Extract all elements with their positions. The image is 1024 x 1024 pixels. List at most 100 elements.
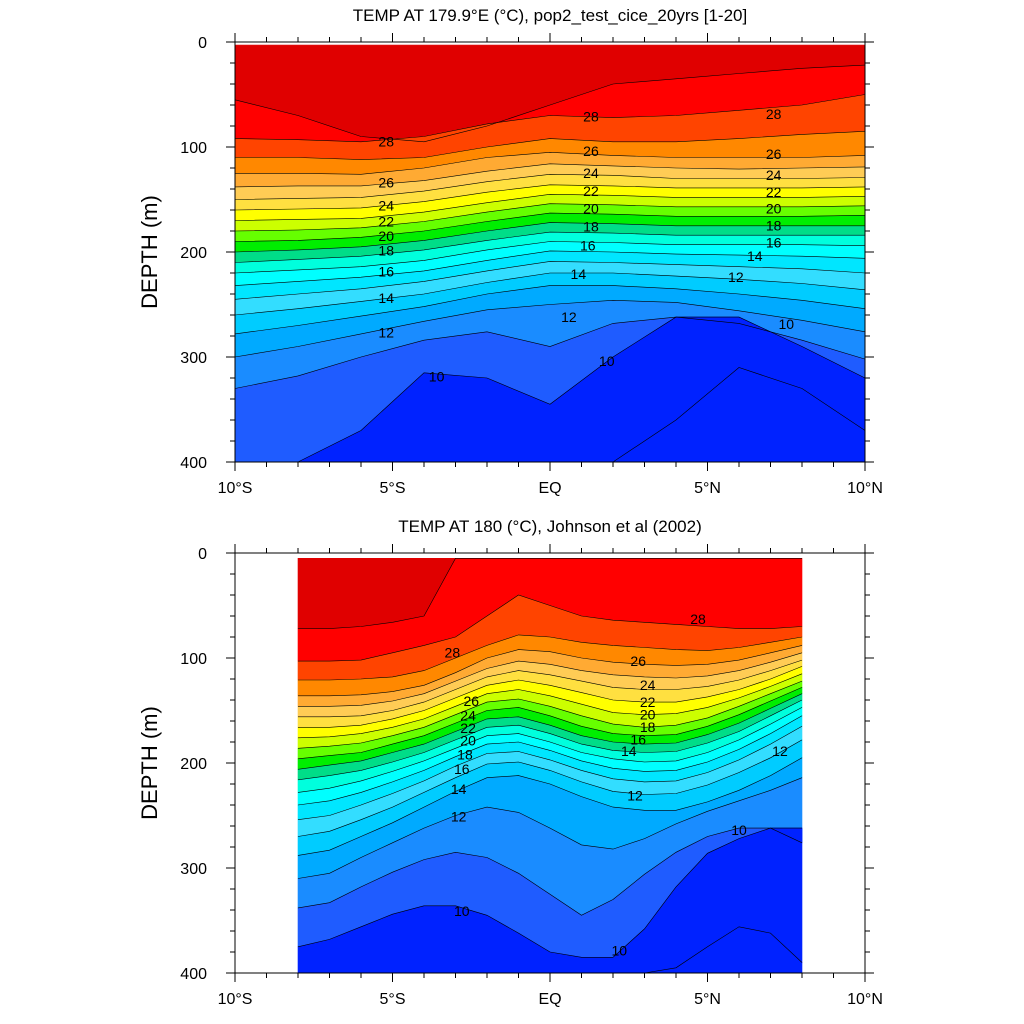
y-tick-label: 0 <box>198 546 207 563</box>
x-tick-label: 5°S <box>380 480 406 497</box>
isotherm-line <box>234 184 866 211</box>
y-tick-label: 400 <box>180 455 207 472</box>
contour-label: 24 <box>766 167 782 183</box>
isotherm-line <box>234 193 866 221</box>
contour-label: 16 <box>580 237 596 253</box>
x-tick-label: 10°S <box>218 480 253 497</box>
contour-label: 20 <box>460 733 476 749</box>
isotherm-line <box>297 699 803 781</box>
isotherm-line <box>297 680 803 749</box>
contour-label: 12 <box>561 309 577 325</box>
contour-label: 14 <box>621 743 637 759</box>
isotherm-line <box>234 285 866 335</box>
contour-label: 24 <box>460 708 476 724</box>
contour-label: 10 <box>612 943 628 959</box>
contour-lines <box>297 558 803 974</box>
contour-label: 12 <box>772 743 788 759</box>
isotherm-line <box>297 777 803 879</box>
contour-label: 26 <box>766 146 782 162</box>
isotherm-line <box>234 163 866 188</box>
isotherm-line <box>297 726 803 820</box>
isotherm-line <box>234 212 866 242</box>
chart-title: TEMP AT 179.9°E (°C), pop2_test_cice_20y… <box>353 6 747 25</box>
contour-label: 28 <box>445 645 461 661</box>
y-axis: 0 100 200 300 400 <box>180 546 874 983</box>
y-tick-label: 300 <box>180 350 207 367</box>
contour-label: 20 <box>766 201 782 217</box>
contour-label: 12 <box>728 269 744 285</box>
contour-label: 14 <box>571 266 587 282</box>
chart-title: TEMP AT 180 (°C), Johnson et al (2002) <box>398 517 702 536</box>
isotherm-line <box>297 827 803 916</box>
contour-label: 26 <box>463 693 479 709</box>
isotherm-line <box>234 250 866 286</box>
y-tick-label: 0 <box>198 35 207 52</box>
contour-label: 12 <box>378 325 394 341</box>
isotherm-line <box>234 203 866 232</box>
contour-label: 18 <box>583 219 599 235</box>
x-tick-label: 5°S <box>380 991 406 1008</box>
contour-label: 14 <box>451 781 467 797</box>
contour-label: 20 <box>640 706 656 722</box>
contour-label: 20 <box>583 201 599 217</box>
contour-label: 24 <box>583 165 599 181</box>
isotherm-line <box>297 687 803 760</box>
isotherm-line <box>297 827 802 958</box>
contour-label: 22 <box>640 694 656 710</box>
isotherm-line <box>297 715 803 806</box>
contour-label: 16 <box>630 732 646 748</box>
isotherm-line <box>235 151 866 175</box>
x-tick-label: EQ <box>538 991 561 1008</box>
isotherm-line <box>298 634 803 681</box>
y-tick-label: 200 <box>180 245 207 262</box>
contour-fills <box>297 558 803 974</box>
contour-label: 10 <box>454 903 470 919</box>
x-tick-label: 10°N <box>847 991 883 1008</box>
isotherm-line <box>234 241 866 274</box>
y-axis-label: DEPTH (m) <box>137 195 162 309</box>
x-axis: 10°S 5°S EQ 5°N 10°N <box>218 544 883 1008</box>
isotherm-line <box>298 558 802 629</box>
x-tick-label: 10°N <box>847 480 883 497</box>
x-tick-label: 5°N <box>694 991 721 1008</box>
contour-label: 18 <box>766 218 782 234</box>
contour-lines <box>234 64 866 463</box>
contour-label: 22 <box>378 213 394 229</box>
contour-label: 18 <box>640 719 656 735</box>
contour-label: 28 <box>583 108 599 124</box>
isotherm-line <box>298 666 803 728</box>
contour-label: 22 <box>583 183 599 199</box>
contour-label: 22 <box>766 184 782 200</box>
x-axis: 10°S 5°S EQ 5°N 10°N <box>218 33 883 497</box>
contour-label: 28 <box>766 106 782 122</box>
contour-label: 24 <box>640 677 656 693</box>
isotherm-line <box>234 316 866 389</box>
isotherm-line <box>234 299 866 358</box>
isotherm-line <box>297 693 803 770</box>
isotherm-line <box>234 94 866 143</box>
isotherm-line <box>235 131 866 160</box>
contour-label: 18 <box>378 243 394 259</box>
isotherm-line <box>298 659 803 718</box>
y-tick-label: 400 <box>180 966 207 983</box>
isotherm-line <box>298 645 803 697</box>
x-tick-label: 10°S <box>218 991 253 1008</box>
contour-label: 10 <box>778 316 794 332</box>
contour-label: 24 <box>378 198 394 214</box>
contour-label: 22 <box>460 720 476 736</box>
contour-label: 16 <box>766 234 782 250</box>
contour-label: 10 <box>731 822 747 838</box>
y-tick-label: 100 <box>180 651 207 668</box>
contour-label: 28 <box>690 611 706 627</box>
contour-label: 26 <box>630 653 646 669</box>
contour-label: 10 <box>429 369 445 385</box>
contour-label: 28 <box>378 134 394 150</box>
contour-label: 16 <box>378 264 394 280</box>
contour-label: 16 <box>454 761 470 777</box>
y-tick-label: 100 <box>180 140 207 157</box>
isotherm-line <box>235 316 866 463</box>
isotherm-line <box>298 652 803 707</box>
isotherm-line <box>234 272 866 316</box>
